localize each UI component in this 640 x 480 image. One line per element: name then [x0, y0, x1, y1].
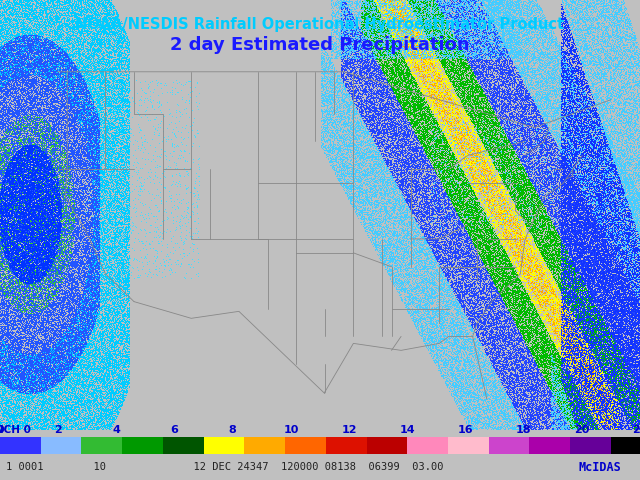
- Text: McIDAS: McIDAS: [578, 461, 621, 474]
- Text: 2 day Estimated Precipitation: 2 day Estimated Precipitation: [170, 36, 470, 54]
- Bar: [244, 437, 285, 454]
- Text: NOAA/NESDIS Rainfall Operational Hydroestimator Product: NOAA/NESDIS Rainfall Operational Hydroes…: [76, 17, 564, 32]
- Text: 0: 0: [0, 425, 4, 435]
- Bar: [407, 437, 448, 454]
- Bar: [489, 437, 529, 454]
- Bar: [611, 437, 640, 454]
- Bar: [367, 437, 407, 454]
- Text: 16: 16: [458, 425, 473, 435]
- Bar: [81, 437, 122, 454]
- Bar: [326, 437, 367, 454]
- Bar: [529, 437, 570, 454]
- Bar: [163, 437, 204, 454]
- Bar: [0, 437, 41, 454]
- Text: 8: 8: [229, 425, 237, 435]
- Text: 14: 14: [399, 425, 415, 435]
- Bar: [122, 437, 163, 454]
- Text: 4: 4: [113, 425, 120, 435]
- Text: 12: 12: [341, 425, 357, 435]
- Bar: [448, 437, 489, 454]
- Bar: [570, 437, 611, 454]
- Text: 22: 22: [632, 425, 640, 435]
- Text: 20: 20: [574, 425, 589, 435]
- Bar: [41, 437, 81, 454]
- Text: INCH 0: INCH 0: [0, 425, 31, 435]
- Text: 2: 2: [54, 425, 62, 435]
- Bar: [204, 437, 244, 454]
- Bar: [285, 437, 326, 454]
- Text: 10: 10: [284, 425, 299, 435]
- Text: 6: 6: [171, 425, 179, 435]
- Text: 18: 18: [516, 425, 531, 435]
- Text: 1 0001        10              12 DEC 24347  120000 08138  06399  03.00: 1 0001 10 12 DEC 24347 120000 08138 0639…: [6, 463, 444, 472]
